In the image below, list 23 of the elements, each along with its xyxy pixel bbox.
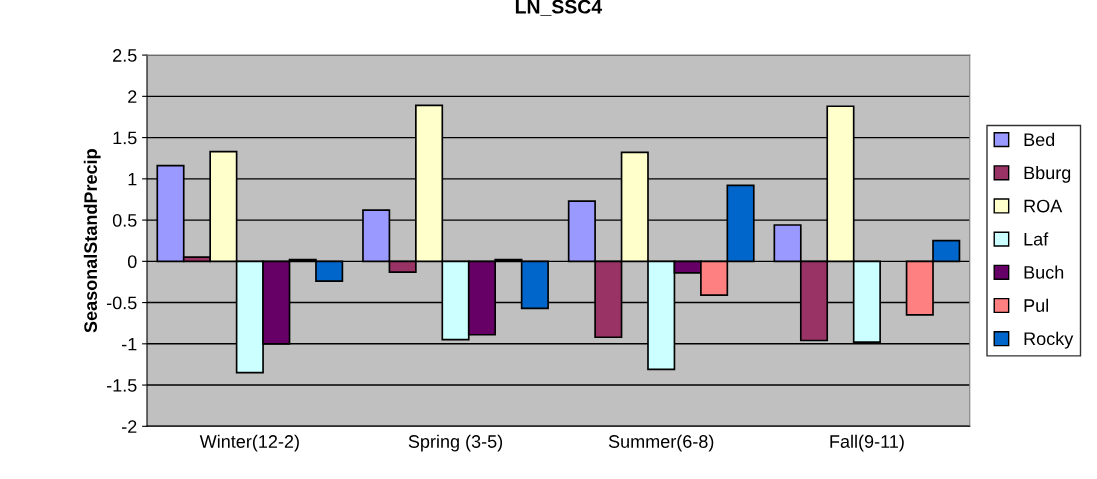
legend-label: Bburg (1024, 165, 1071, 183)
x-tick-label: Fall(9-11) (830, 434, 904, 452)
legend-label: Pul (1024, 298, 1048, 312)
y-tick-label: 2.5 (113, 49, 137, 62)
y-tick-label: 0 (127, 255, 137, 269)
y-tick-label: 0.5 (112, 214, 137, 227)
y-tick-label: -0.5 (106, 296, 137, 310)
y-tick-label: -1.5 (106, 379, 137, 392)
x-tick-label: Winter(12-2) (199, 434, 299, 452)
y-tick-label: -2 (122, 420, 137, 433)
y-tick-label: 1 (128, 172, 137, 186)
y-tick-label: 2 (128, 90, 137, 103)
legend-label: Bed (1024, 132, 1055, 147)
legend-label: Buch (1024, 265, 1064, 279)
y-axis-title: SeasonalStandPrecip (83, 149, 101, 333)
y-tick-label: -1 (122, 337, 137, 351)
legend-label: Rocky (1024, 331, 1074, 349)
chart-title: LN_SSC4 (515, 0, 603, 16)
legend-label: Laf (1024, 232, 1049, 246)
legend-label: ROA (1024, 199, 1063, 213)
x-tick-label: Spring (3-5) (408, 434, 503, 452)
y-tick-label: 1.5 (113, 131, 137, 145)
x-tick-label: Summer(6-8) (608, 434, 714, 452)
